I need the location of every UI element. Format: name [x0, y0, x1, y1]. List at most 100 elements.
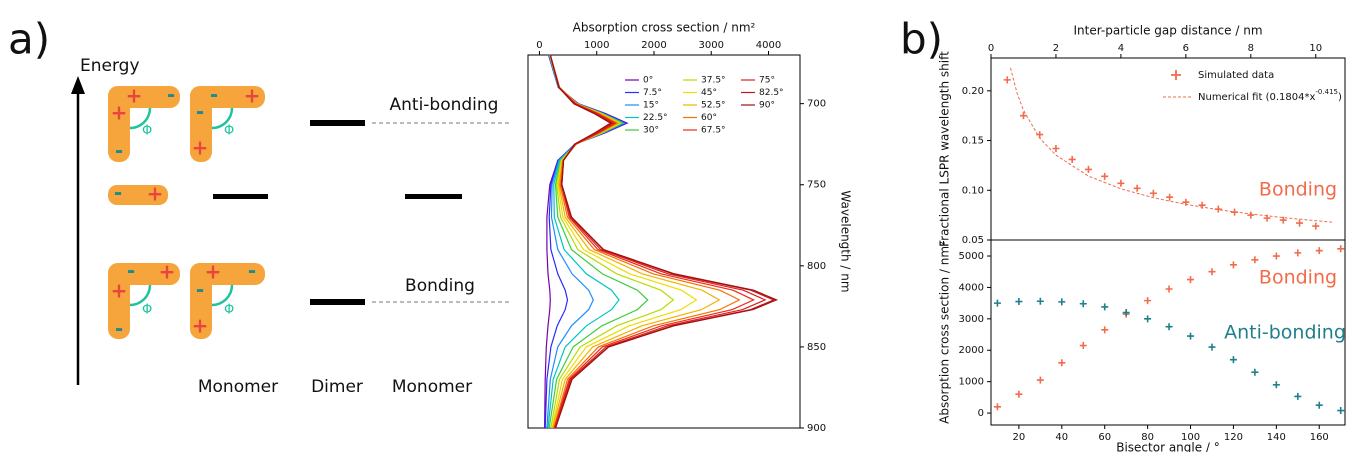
y-tick-label: 0.15	[962, 136, 984, 147]
charge: +	[205, 260, 222, 284]
y-tick-label: 1000	[959, 377, 984, 388]
charge: -	[114, 181, 122, 205]
data-point	[1015, 298, 1023, 306]
charge: +	[147, 182, 164, 206]
charge: -	[167, 83, 175, 107]
fit-line	[1010, 67, 1333, 223]
spectrum-line	[544, 54, 629, 429]
data-point	[1187, 332, 1195, 340]
spectrum-line	[549, 54, 779, 429]
x-tick-label: 8	[1248, 43, 1254, 54]
y-tick-label: 0	[978, 408, 984, 419]
data-point	[1272, 381, 1280, 389]
arrow-head	[71, 76, 85, 94]
data-point	[1144, 297, 1152, 305]
data-point	[1312, 222, 1320, 230]
data-point	[1208, 268, 1216, 276]
y-tick-label: 4000	[959, 282, 984, 293]
phi: Φ	[142, 303, 152, 318]
molecule	[108, 86, 130, 162]
data-point	[1294, 249, 1302, 257]
level-label: Bonding	[405, 276, 475, 296]
charge: -	[210, 83, 218, 107]
x-tick-label: 120	[1224, 432, 1243, 443]
phi: Φ	[142, 124, 152, 139]
data-point	[1149, 189, 1157, 197]
charge: +	[126, 84, 143, 108]
y-tick-label: 0.05	[962, 235, 984, 246]
phi: Φ	[224, 303, 234, 318]
data-point	[1337, 245, 1345, 253]
legend-label: 90°	[759, 101, 775, 111]
data-point	[993, 403, 1001, 411]
data-point	[1229, 356, 1237, 364]
plot-frame	[990, 57, 1346, 241]
angle-arc	[129, 107, 152, 130]
legend-label: Simulated data	[1198, 70, 1274, 81]
data-point	[1036, 376, 1044, 384]
data-point	[1003, 76, 1011, 84]
data-point	[1251, 368, 1259, 376]
legend-label: 60°	[701, 113, 717, 123]
angle-arc	[129, 284, 152, 307]
legend-label: 22.5°	[643, 113, 668, 123]
data-point	[1251, 256, 1259, 264]
column-label: Dimer	[311, 377, 363, 397]
molecule	[190, 263, 212, 339]
charge: +	[192, 136, 209, 160]
legend-label: 15°	[643, 101, 659, 111]
energy-diagram: Energy Φ + - + - Φ - + - + - + Φ - + + -…	[71, 56, 512, 397]
x-tick-label: 4000	[756, 40, 781, 51]
data-point	[1079, 342, 1087, 350]
x-tick-label: 160	[1310, 432, 1329, 443]
data-point	[1133, 184, 1141, 192]
legend-text: Numerical fit (0.1804*x	[1198, 92, 1315, 103]
charge: -	[127, 259, 135, 283]
data-point	[1272, 252, 1280, 260]
data-point	[1068, 155, 1076, 163]
legend-label: 7.5°	[643, 88, 662, 98]
level-label: Anti-bonding	[390, 95, 499, 115]
legend-text: Simulated data	[1198, 70, 1274, 81]
charge: -	[115, 317, 123, 341]
data-point	[1296, 219, 1304, 227]
data-point	[1165, 285, 1173, 293]
y-axis-title: Absorption cross section / nm²	[938, 241, 952, 424]
data-point	[1015, 390, 1023, 398]
legend-label: 45°	[701, 88, 717, 98]
data-point	[1052, 145, 1060, 153]
data-point	[1279, 216, 1287, 224]
energy-label: Energy	[80, 56, 140, 76]
x-tick-label: 2	[1053, 43, 1059, 54]
series-label: Bonding	[1259, 267, 1337, 289]
data-point	[1294, 392, 1302, 400]
angle-arc	[211, 107, 234, 130]
annotation: Bonding	[1259, 179, 1337, 201]
data-point	[1187, 276, 1195, 284]
data-point	[1144, 315, 1152, 323]
charge: +	[111, 101, 128, 125]
energy-level	[213, 194, 268, 199]
data-point	[1117, 179, 1125, 187]
x-tick-label: 3000	[699, 40, 724, 51]
data-point	[1315, 401, 1323, 409]
y-tick-label: 850	[807, 342, 826, 353]
column-label: Monomer	[198, 377, 278, 397]
spectrum-line	[549, 54, 721, 429]
x-tick-label: 60	[1098, 432, 1111, 443]
panel-label: b)	[900, 15, 943, 64]
data-point	[1166, 193, 1174, 201]
charge: +	[192, 314, 209, 338]
data-point	[1122, 309, 1130, 317]
spectrum-line	[547, 54, 625, 429]
x-tick-label: 140	[1267, 432, 1286, 443]
y-axis-title: Fractional LSPR wavelength shift	[938, 51, 952, 247]
plot-frame	[527, 54, 801, 429]
legend-label: 52.5°	[701, 101, 726, 111]
spectrum-line	[549, 54, 767, 429]
legend-marker	[1171, 70, 1181, 80]
panel-label: a)	[8, 15, 50, 64]
legend-label: Numerical fit (0.1804*x-0.415)	[1198, 88, 1342, 103]
legend-text: )	[1338, 92, 1342, 103]
y-tick-label: 700	[807, 99, 826, 110]
